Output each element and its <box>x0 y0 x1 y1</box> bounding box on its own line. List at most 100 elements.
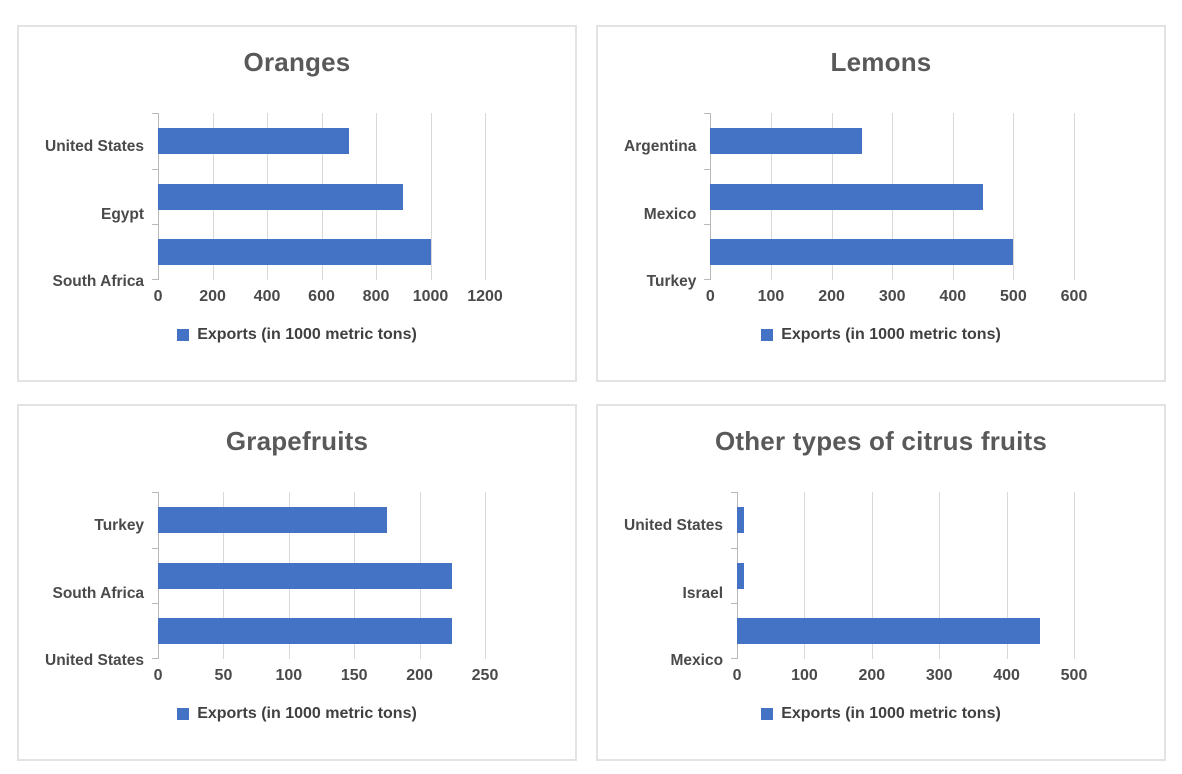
chart-panel-oranges: Oranges United States Egypt South Africa 0… <box>17 25 577 382</box>
plot-column: 0 100 200 300 400 500 600 <box>704 113 1087 316</box>
bar-row <box>710 113 1074 169</box>
category-label: United States <box>45 652 145 670</box>
gridline <box>485 492 486 659</box>
axis-tick-mark <box>704 113 711 114</box>
legend-label: Exports (in 1000 metric tons) <box>781 705 1001 722</box>
category-label: Israel <box>682 584 724 602</box>
x-tick-label: 0 <box>153 288 163 305</box>
x-tick-label: 200 <box>199 288 226 305</box>
x-tick-label: 200 <box>858 667 886 684</box>
bar-mexico <box>710 183 984 210</box>
axis-tick-mark <box>731 492 738 493</box>
x-tick-label: 100 <box>757 288 785 305</box>
chart-legend: Exports (in 1000 metric tons) <box>598 695 1164 759</box>
x-tick-label: 0 <box>153 667 163 684</box>
bar-argentina <box>710 127 862 154</box>
plot-area <box>152 492 486 659</box>
bar-south-africa <box>158 562 453 589</box>
category-label: Turkey <box>646 273 697 291</box>
bar-chart-other-citrus: United States Israel Mexico 0 100 200 300 400 5… <box>598 458 1164 695</box>
gridline <box>1013 113 1015 280</box>
axis-tick-mark <box>152 224 159 226</box>
chart-panel-grapefruits: Grapefruits Turkey South Africa United Sta… <box>17 404 577 761</box>
x-tick-label: 800 <box>362 288 390 305</box>
bar-row <box>158 492 485 548</box>
bar-egypt <box>158 183 404 210</box>
category-label: Mexico <box>670 652 724 670</box>
x-axis: 0 100 200 300 400 500 <box>733 659 1088 695</box>
x-tick-label: 100 <box>275 667 303 684</box>
bar-turkey <box>158 506 387 533</box>
bar-row <box>737 548 1074 604</box>
x-tick-label: 300 <box>925 667 953 684</box>
legend-swatch-icon <box>761 329 774 341</box>
chart-title: Oranges <box>243 47 351 77</box>
category-label: United States <box>624 516 724 534</box>
bar-united-states <box>158 618 453 645</box>
bar-row <box>158 224 485 280</box>
x-tick-label: 0 <box>705 288 715 305</box>
axis-tick-mark <box>731 547 738 549</box>
x-tick-label: 250 <box>471 667 499 684</box>
chart-legend: Exports (in 1000 metric tons) <box>598 316 1164 380</box>
bar-israel <box>737 562 744 589</box>
bar-row <box>737 603 1074 659</box>
axis-tick-mark <box>152 658 159 659</box>
axis-tick-mark <box>704 224 711 226</box>
bar-row <box>710 169 1074 225</box>
category-axis: Turkey South Africa United States <box>45 492 158 695</box>
x-tick-label: 400 <box>993 667 1020 684</box>
axis-tick-mark <box>152 603 159 605</box>
x-tick-label: 400 <box>939 288 967 305</box>
axis-tick-mark <box>704 168 711 170</box>
chart-legend: Exports (in 1000 metric tons) <box>19 316 575 380</box>
plot-column: 0 100 200 300 400 500 <box>731 492 1088 695</box>
chart-legend: Exports (in 1000 metric tons) <box>19 695 575 759</box>
bar-row <box>158 548 485 604</box>
x-tick-label: 500 <box>1000 288 1027 305</box>
gridline <box>1074 113 1075 280</box>
bar-row <box>158 113 485 169</box>
category-axis: Argentina Mexico Turkey <box>624 113 710 316</box>
category-axis: United States Egypt South Africa <box>45 113 158 316</box>
legend-swatch-icon <box>761 708 774 720</box>
x-tick-label: 200 <box>406 667 433 684</box>
category-label: South Africa <box>52 584 145 602</box>
bar-united-states <box>158 127 349 154</box>
category-label: South Africa <box>52 273 145 291</box>
gridline <box>485 113 486 280</box>
x-tick-label: 500 <box>1060 667 1088 684</box>
category-label: Egypt <box>101 205 145 223</box>
chart-panel-lemons: Lemons Argentina Mexico Turkey 0 100 200 300 4… <box>596 25 1166 382</box>
axis-tick-mark <box>152 113 159 114</box>
bar-row <box>710 224 1074 280</box>
x-tick-label: 150 <box>340 667 368 684</box>
chart-title: Grapefruits <box>225 426 369 456</box>
chart-title: Lemons <box>830 47 932 77</box>
x-tick-label: 100 <box>791 667 818 684</box>
x-tick-label: 1200 <box>467 288 503 305</box>
x-tick-label: 0 <box>732 667 742 684</box>
gridline <box>804 492 806 659</box>
category-label: United States <box>45 137 145 155</box>
x-tick-label: 1000 <box>412 288 449 305</box>
bar-united-states <box>737 506 744 533</box>
x-tick-label: 600 <box>308 288 335 305</box>
bar-row <box>737 492 1074 548</box>
x-axis: 0 50 100 150 200 250 <box>154 659 499 695</box>
category-label: Turkey <box>94 516 145 534</box>
axis-tick-mark <box>731 603 738 605</box>
bar-row <box>158 603 485 659</box>
bar-chart-lemons: Argentina Mexico Turkey 0 100 200 300 400 500 60… <box>598 79 1164 316</box>
x-tick-label: 50 <box>214 667 233 684</box>
bar-chart-oranges: United States Egypt South Africa 0 200 400 60… <box>19 79 575 316</box>
gridline <box>939 492 941 659</box>
bar-south-africa <box>158 239 431 266</box>
plot-area <box>704 113 1075 280</box>
plot-area <box>731 492 1075 659</box>
axis-tick-mark <box>731 658 738 659</box>
axis-tick-mark <box>152 547 159 549</box>
category-axis: United States Israel Mexico <box>624 492 737 695</box>
bar-mexico <box>737 618 1041 645</box>
